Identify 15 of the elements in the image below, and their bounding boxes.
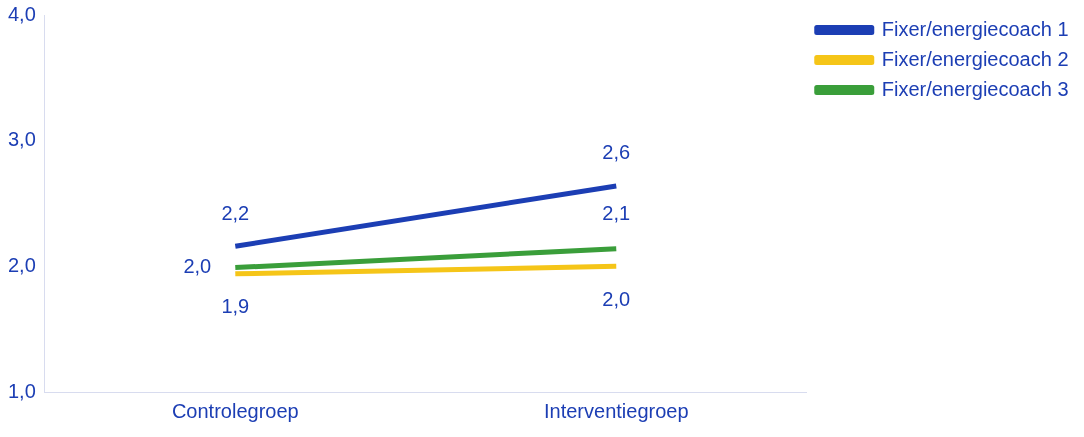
legend-label: Fixer/energiecoach 3 — [881, 77, 1069, 100]
y-tick-label: 1,0 — [7, 379, 36, 402]
data-label: 1,9 — [221, 295, 250, 318]
legend-label: Fixer/energiecoach 1 — [881, 17, 1069, 40]
x-tick-label: Interventiegroep — [543, 399, 689, 422]
x-tick-label: Controlegroep — [171, 399, 299, 422]
data-label: 2,2 — [221, 201, 250, 224]
data-label: 2,6 — [602, 141, 631, 164]
y-tick-label: 2,0 — [7, 253, 36, 276]
legend-label: Fixer/energiecoach 2 — [881, 47, 1069, 70]
y-tick-label: 4,0 — [7, 2, 36, 25]
y-tick-label: 3,0 — [7, 128, 36, 151]
data-label: 2,1 — [602, 202, 631, 225]
data-label: 2,0 — [602, 287, 631, 310]
data-label: 2,0 — [183, 255, 212, 278]
